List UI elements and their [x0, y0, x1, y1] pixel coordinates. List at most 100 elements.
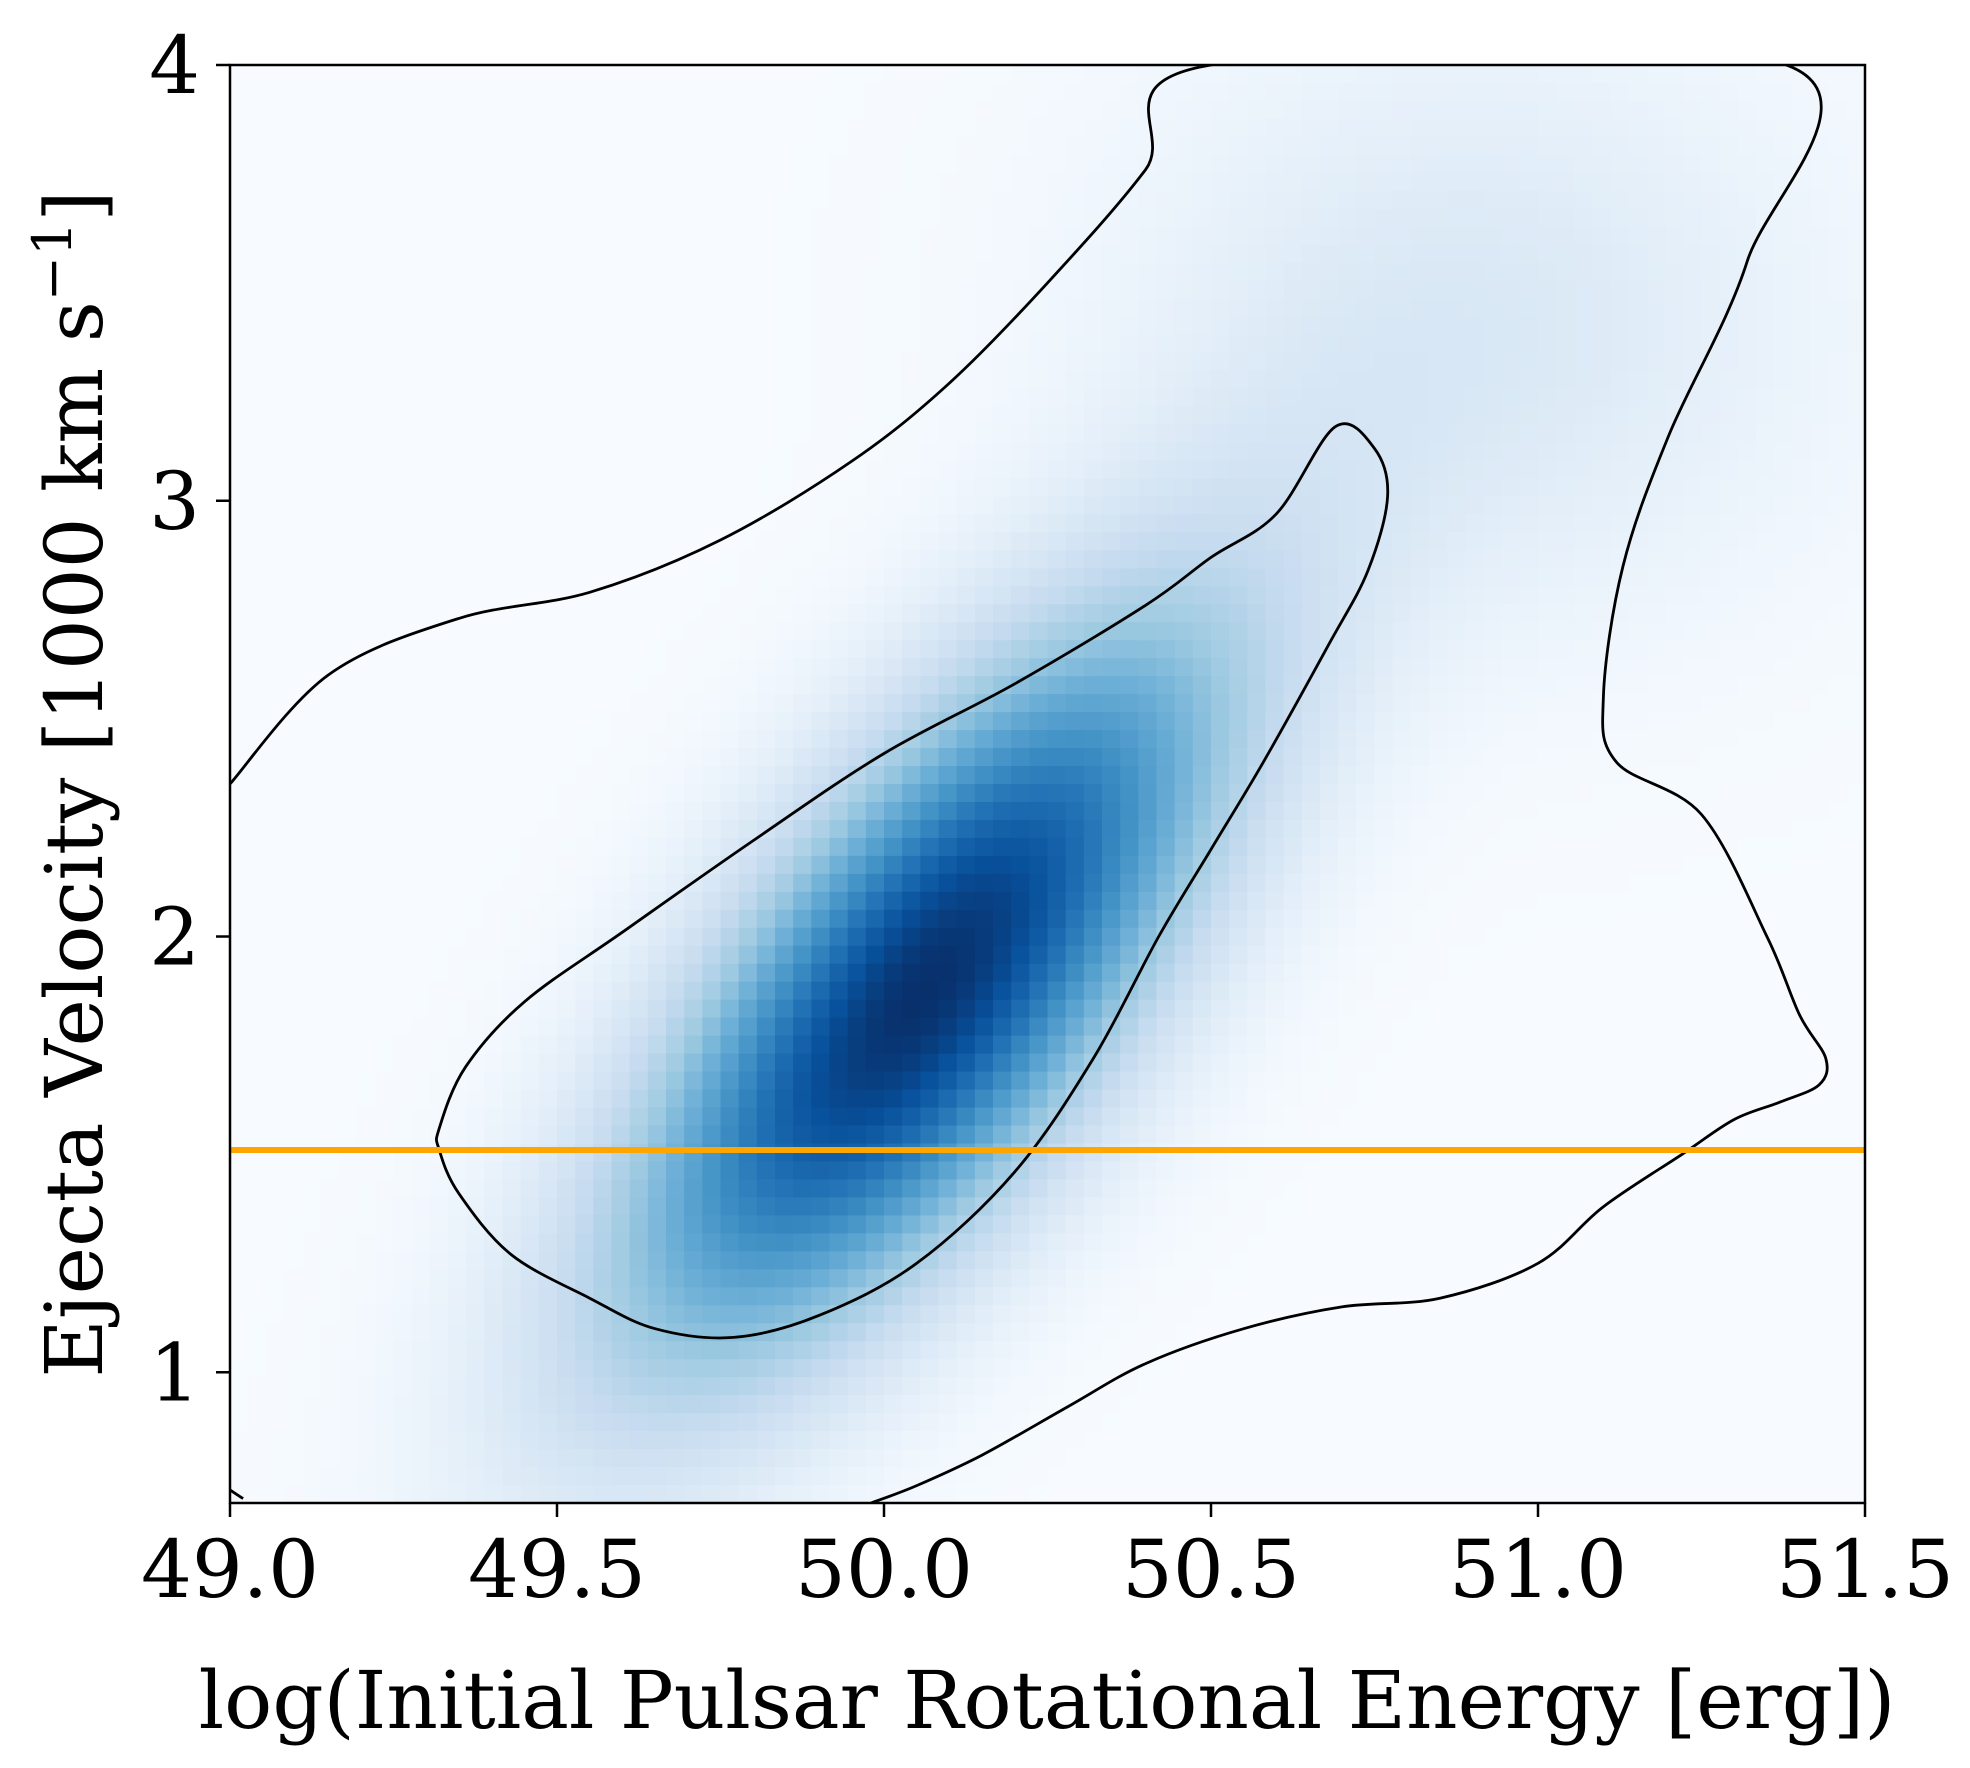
heatmap-cell [1047, 514, 1067, 534]
heatmap-cell [1265, 945, 1285, 965]
heatmap-cell [1083, 1179, 1103, 1199]
heatmap-cell [1138, 190, 1158, 210]
heatmap-cell [1029, 388, 1049, 408]
heatmap-cell [411, 118, 431, 138]
heatmap-cell [1247, 298, 1267, 318]
heatmap-cell [811, 244, 831, 264]
heatmap-cell [1029, 514, 1049, 534]
heatmap-cell [1192, 1341, 1212, 1361]
heatmap-cell [538, 298, 558, 318]
heatmap-cell [1047, 316, 1067, 336]
heatmap-cell [993, 837, 1012, 857]
heatmap-cell [629, 1089, 649, 1109]
heatmap-cell [756, 676, 776, 695]
heatmap-cell [829, 100, 849, 120]
heatmap-cell [629, 262, 649, 282]
heatmap-cell [320, 963, 340, 983]
heatmap-cell [466, 460, 486, 480]
heatmap-cell [1174, 676, 1194, 695]
heatmap-cell [1283, 1395, 1303, 1414]
heatmap-cell [629, 1269, 649, 1289]
heatmap-cell [502, 1377, 522, 1396]
heatmap-cell [538, 927, 558, 947]
heatmap-cell [666, 1269, 685, 1289]
heatmap-cell [538, 1485, 558, 1503]
heatmap-cell [448, 1413, 467, 1432]
heatmap-cell [702, 891, 722, 911]
heatmap-cell [1229, 694, 1249, 713]
heatmap-cell [1320, 748, 1339, 767]
heatmap-cell [1138, 406, 1158, 426]
heatmap-cell [829, 262, 849, 282]
heatmap-cell [411, 999, 431, 1019]
heatmap-cell [357, 424, 377, 444]
heatmap-cell [375, 208, 395, 228]
heatmap-cell [974, 999, 994, 1019]
heatmap-cell [266, 1233, 286, 1253]
heatmap-cell [302, 909, 322, 929]
heatmap-cell [775, 1287, 794, 1307]
heatmap-cell [284, 694, 304, 713]
heatmap-cell [720, 927, 740, 947]
heatmap-cell [1138, 280, 1158, 300]
heatmap-cell [1102, 694, 1121, 713]
heatmap-cell [738, 172, 758, 192]
heatmap-cell [375, 478, 395, 498]
heatmap-cell [884, 442, 903, 462]
heatmap-cell [557, 1035, 576, 1055]
heatmap-cell [1265, 1089, 1285, 1109]
heatmap-cell [956, 1287, 976, 1307]
heatmap-cell [1247, 1215, 1267, 1235]
heatmap-cell [320, 604, 340, 624]
heatmap-cell [1083, 945, 1103, 965]
heatmap-cell [811, 514, 831, 534]
heatmap-cell [684, 730, 704, 749]
heatmap-cell [1265, 784, 1285, 803]
heatmap-cell [611, 604, 631, 624]
heatmap-cell [1120, 514, 1140, 534]
heatmap-cell [793, 1053, 813, 1073]
heatmap-cell [974, 1269, 994, 1289]
heatmap-cell [411, 694, 431, 713]
heatmap-cell [393, 1431, 413, 1450]
heatmap-cell [520, 1485, 540, 1503]
heatmap-cell [738, 406, 758, 426]
heatmap-cell [938, 1179, 958, 1199]
heatmap-cell [1138, 730, 1158, 749]
heatmap-cell [902, 136, 922, 156]
heatmap-cell [538, 1197, 558, 1217]
heatmap-cell [248, 1107, 268, 1127]
heatmap-cell [1338, 1053, 1358, 1073]
heatmap-cell [666, 208, 685, 228]
heatmap-cell [884, 891, 903, 911]
heatmap-cell [466, 82, 486, 102]
heatmap-cell [411, 1323, 431, 1343]
heatmap-cell [738, 1053, 758, 1073]
heatmap-cell [1138, 118, 1158, 138]
heatmap-cell [1120, 478, 1140, 498]
heatmap-cell [339, 370, 358, 390]
heatmap-cell [1156, 1161, 1176, 1181]
heatmap-cell [647, 640, 667, 659]
heatmap-cell [538, 316, 558, 336]
heatmap-cell [829, 190, 849, 210]
heatmap-cell [1029, 1323, 1049, 1343]
heatmap-cell [375, 766, 395, 785]
heatmap-cell [884, 82, 903, 102]
heatmap-cell [1011, 1071, 1031, 1091]
heatmap-cell [375, 568, 395, 588]
heatmap-cell [666, 406, 685, 426]
heatmap-cell [938, 1449, 958, 1468]
heatmap-cell [248, 712, 268, 731]
heatmap-cell [357, 1161, 377, 1181]
heatmap-cell [684, 280, 704, 300]
heatmap-cell [1301, 1341, 1321, 1361]
heatmap-cell [302, 136, 322, 156]
heatmap-cell [538, 100, 558, 120]
heatmap-cell [1211, 981, 1230, 1001]
heatmap-cell [702, 1179, 722, 1199]
heatmap-cell [284, 118, 304, 138]
heatmap-cell [1047, 784, 1067, 803]
heatmap-cell [1156, 1449, 1176, 1468]
heatmap-cell [938, 1197, 958, 1217]
